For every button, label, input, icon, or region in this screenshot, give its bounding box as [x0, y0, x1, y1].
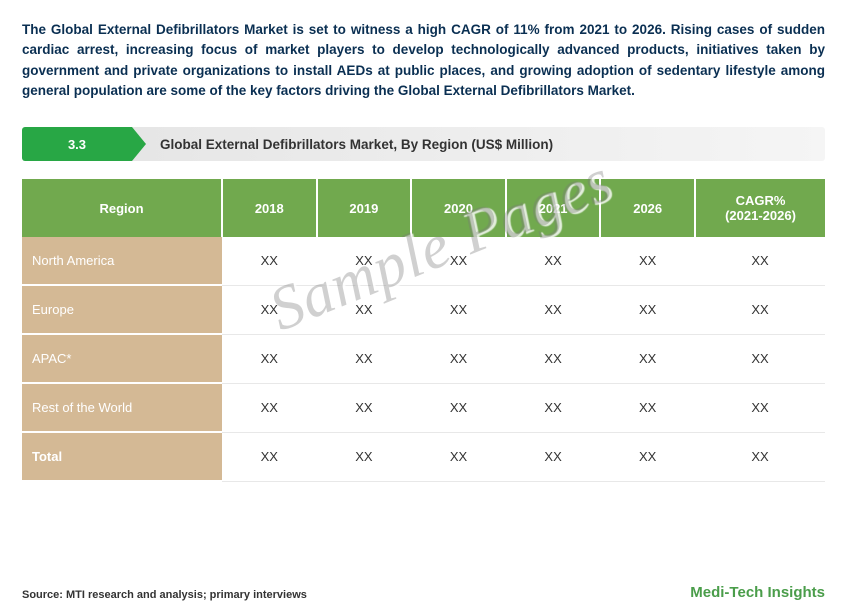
- data-cell: XX: [411, 237, 506, 285]
- section-number-tab: 3.3: [22, 127, 132, 161]
- column-header: 2026: [600, 179, 695, 237]
- data-cell: XX: [506, 383, 601, 432]
- table-row: Rest of the WorldXXXXXXXXXXXX: [22, 383, 825, 432]
- row-label: Rest of the World: [22, 383, 222, 432]
- row-label: Total: [22, 432, 222, 481]
- data-cell: XX: [222, 285, 317, 334]
- data-cell: XX: [411, 334, 506, 383]
- data-cell: XX: [506, 334, 601, 383]
- data-cell: XX: [411, 432, 506, 481]
- region-data-table: Region20182019202020212026CAGR%(2021-202…: [22, 179, 825, 482]
- data-cell: XX: [506, 285, 601, 334]
- data-cell: XX: [317, 432, 412, 481]
- data-cell: XX: [695, 237, 825, 285]
- data-cell: XX: [600, 237, 695, 285]
- data-cell: XX: [317, 383, 412, 432]
- data-cell: XX: [600, 285, 695, 334]
- data-cell: XX: [695, 285, 825, 334]
- column-header: Region: [22, 179, 222, 237]
- row-label: North America: [22, 237, 222, 285]
- data-cell: XX: [222, 334, 317, 383]
- data-cell: XX: [695, 383, 825, 432]
- data-cell: XX: [411, 383, 506, 432]
- row-label: APAC*: [22, 334, 222, 383]
- data-cell: XX: [317, 285, 412, 334]
- data-cell: XX: [222, 432, 317, 481]
- data-cell: XX: [600, 383, 695, 432]
- data-cell: XX: [506, 237, 601, 285]
- column-header: 2020: [411, 179, 506, 237]
- data-cell: XX: [600, 432, 695, 481]
- data-cell: XX: [695, 334, 825, 383]
- table-row: North AmericaXXXXXXXXXXXX: [22, 237, 825, 285]
- table-body: North AmericaXXXXXXXXXXXXEuropeXXXXXXXXX…: [22, 237, 825, 481]
- data-cell: XX: [411, 285, 506, 334]
- data-cell: XX: [222, 237, 317, 285]
- table-header: Region20182019202020212026CAGR%(2021-202…: [22, 179, 825, 237]
- data-cell: XX: [506, 432, 601, 481]
- data-cell: XX: [317, 334, 412, 383]
- data-cell: XX: [317, 237, 412, 285]
- table-row: EuropeXXXXXXXXXXXX: [22, 285, 825, 334]
- column-header: 2019: [317, 179, 412, 237]
- column-header: 2018: [222, 179, 317, 237]
- data-cell: XX: [695, 432, 825, 481]
- market-description: The Global External Defibrillators Marke…: [22, 20, 825, 101]
- section-header: 3.3 Global External Defibrillators Marke…: [22, 127, 825, 161]
- brand-logo-text: Medi-Tech Insights: [690, 584, 825, 601]
- column-header: 2021: [506, 179, 601, 237]
- table-row: TotalXXXXXXXXXXXX: [22, 432, 825, 481]
- page-footer: Source: MTI research and analysis; prima…: [22, 584, 825, 601]
- section-title: Global External Defibrillators Market, B…: [132, 127, 825, 161]
- data-cell: XX: [222, 383, 317, 432]
- source-note: Source: MTI research and analysis; prima…: [22, 589, 307, 601]
- table-row: APAC*XXXXXXXXXXXX: [22, 334, 825, 383]
- row-label: Europe: [22, 285, 222, 334]
- data-cell: XX: [600, 334, 695, 383]
- column-header: CAGR%(2021-2026): [695, 179, 825, 237]
